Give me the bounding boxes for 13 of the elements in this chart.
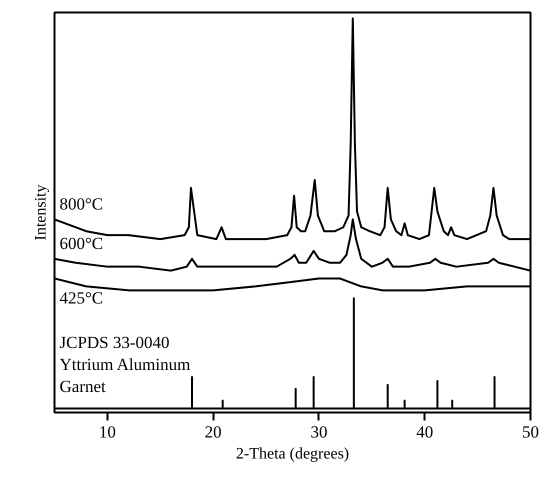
x-tick-label: 30: [310, 422, 328, 442]
x-tick-label: 40: [416, 422, 434, 442]
annotation: Yttrium Aluminum: [60, 355, 190, 374]
annotation: Garnet: [60, 377, 106, 396]
series-label: 800°C: [60, 194, 104, 214]
x-tick-label: 10: [98, 422, 116, 442]
annotation: JCPDS 33-0040: [60, 333, 170, 352]
x-axis-title: 2-Theta (degrees): [236, 446, 350, 462]
x-tick-label: 20: [204, 422, 222, 442]
y-axis-title: Intensity: [32, 184, 50, 240]
series-label: 600°C: [60, 234, 104, 253]
x-tick-label: 50: [522, 422, 539, 442]
series-label: 425°C: [60, 288, 104, 308]
